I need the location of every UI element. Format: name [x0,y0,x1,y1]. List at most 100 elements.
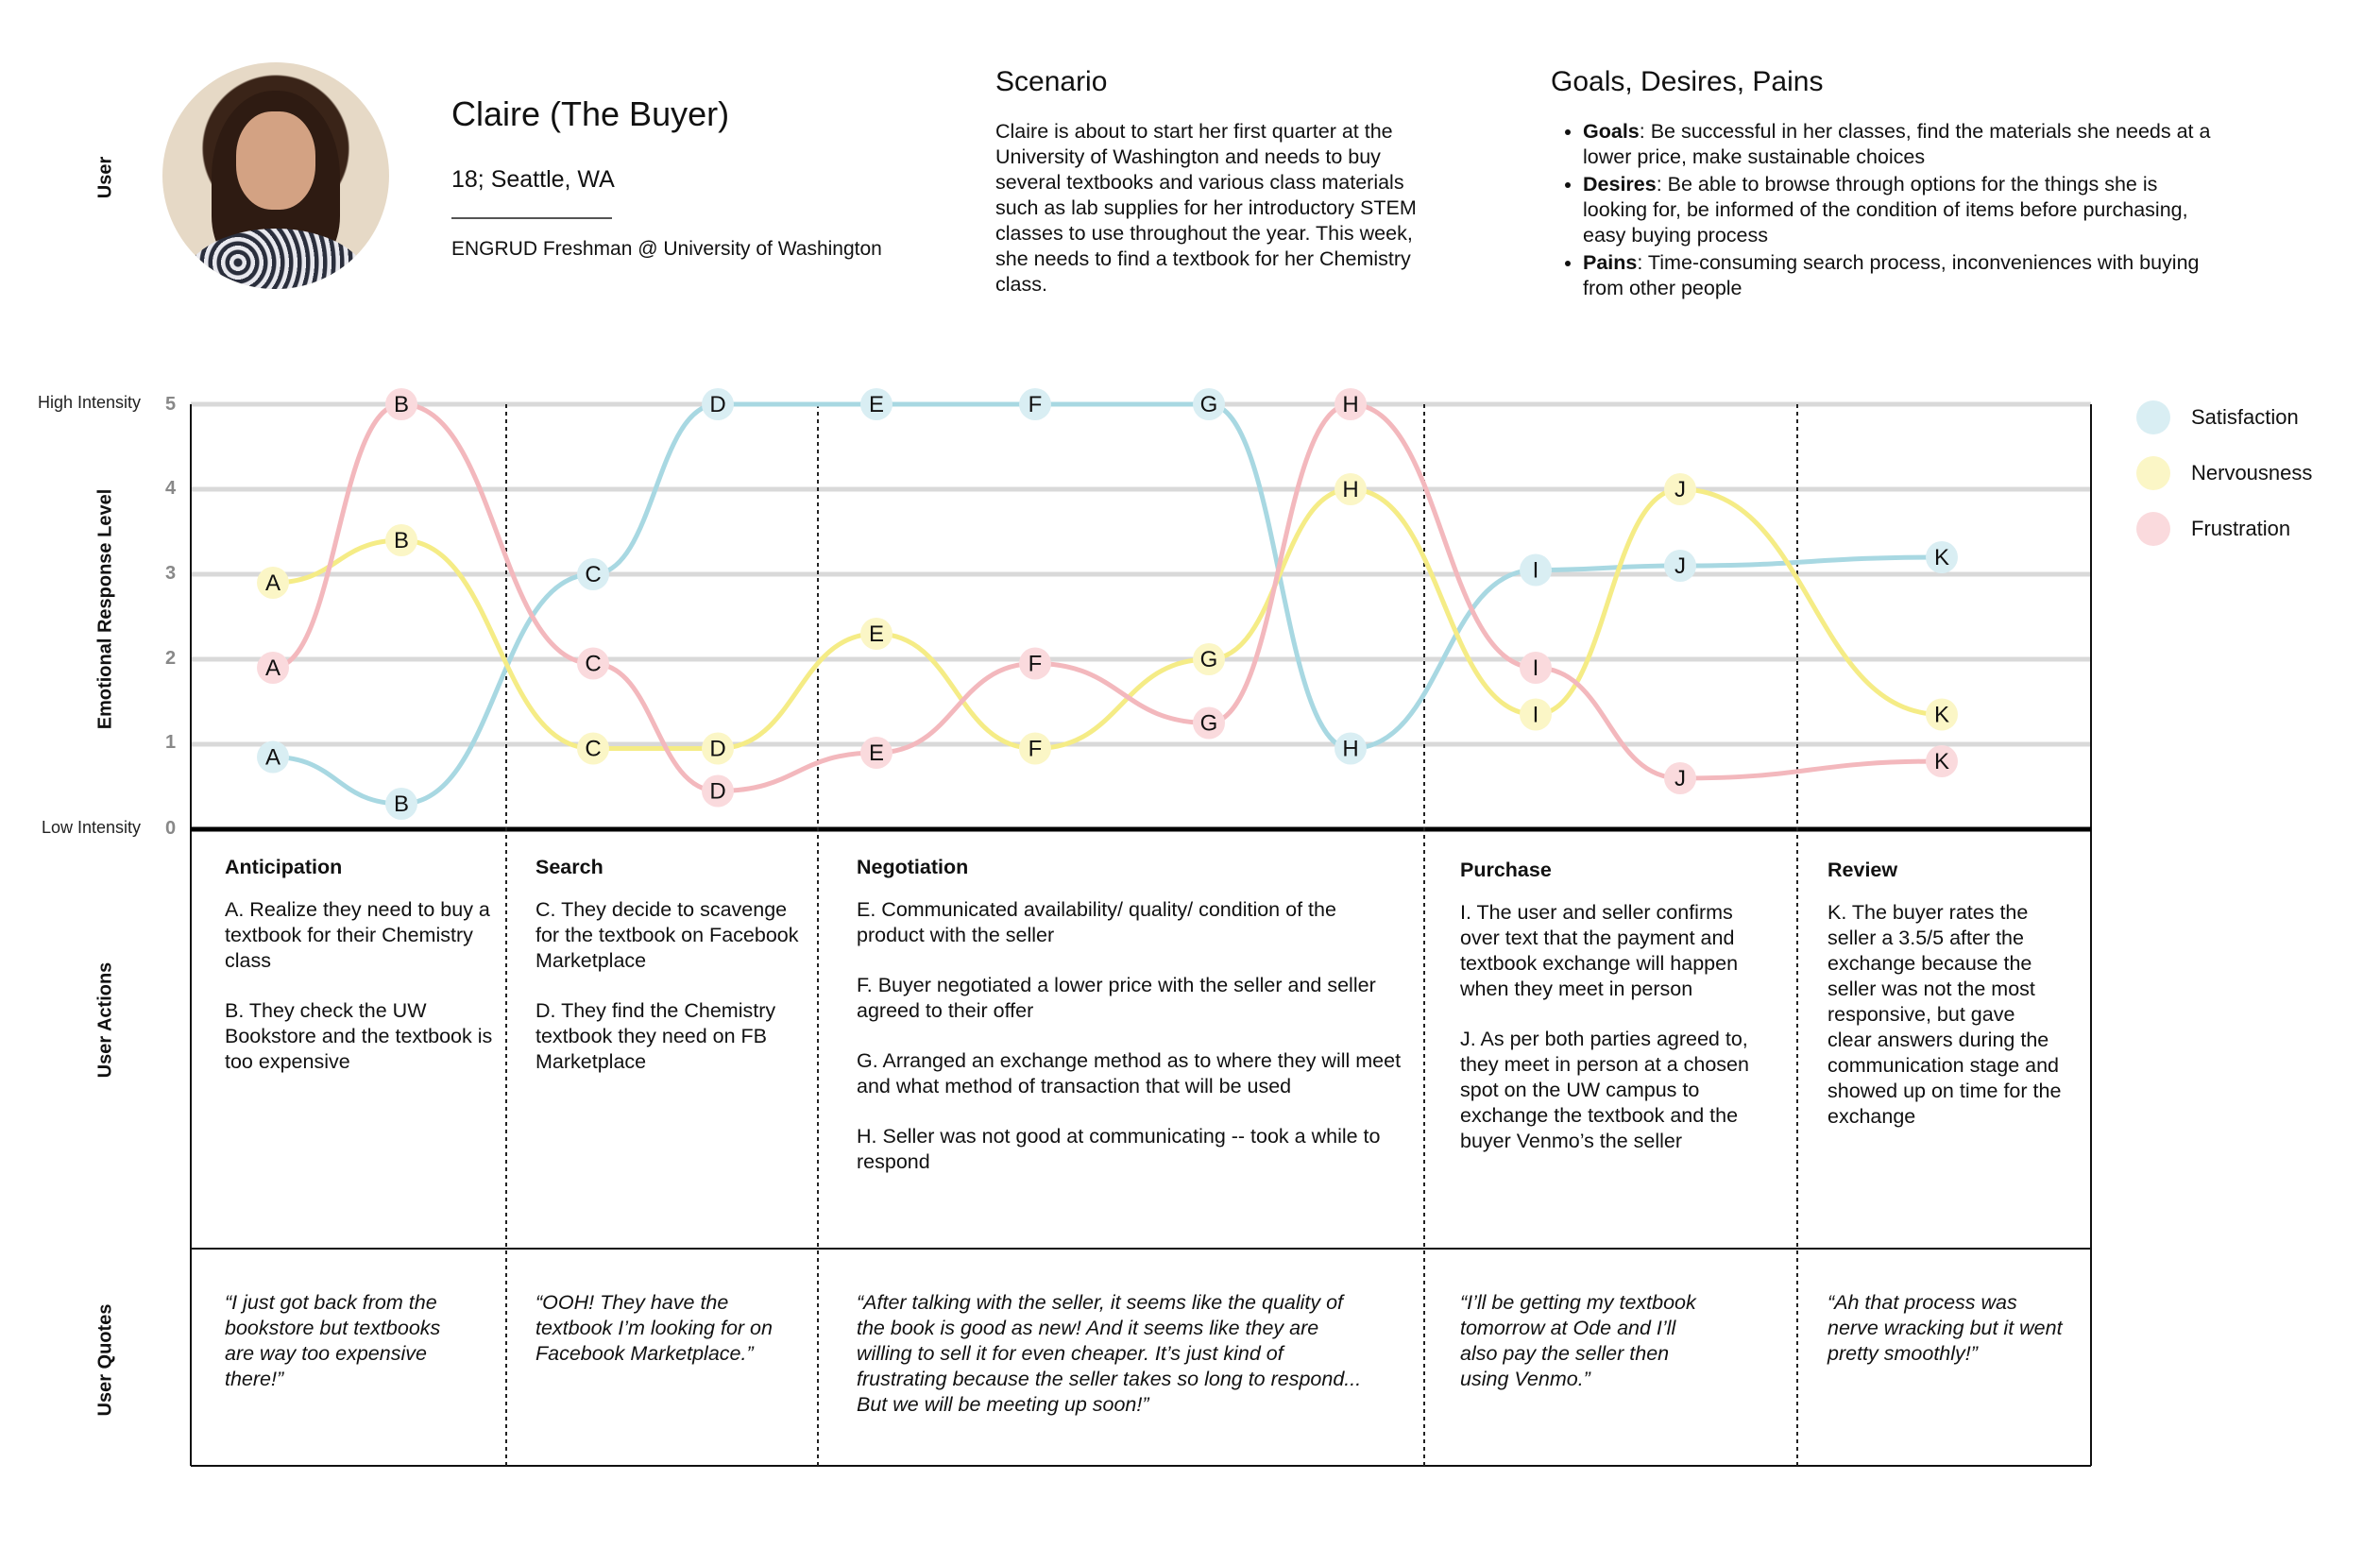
frustration-point-marker [1334,388,1367,420]
satisfaction-point-label: A [265,745,280,771]
satisfaction-point-marker [702,388,734,420]
satisfaction-point-a: A [257,740,289,774]
y-tick-3: 3 [165,563,177,584]
legend-frustration-swatch [2136,512,2170,546]
satisfaction-point-marker [577,558,609,590]
nervousness-point-g: G [1193,643,1225,675]
nervousness-point-label: C [585,737,601,762]
action-b: B. They check the UW Bookstore and the t… [225,999,493,1073]
frustration-point-label: E [869,740,884,766]
goals-list: Goals: Be successful in her classes, fin… [1551,119,2225,303]
frustration-point-label: J [1674,766,1686,791]
frustration-point-marker [1926,745,1958,777]
nervousness-point-i: I [1520,698,1552,731]
nervousness-point-c: C [577,732,609,765]
satisfaction-point-g: G [1193,388,1225,420]
frustration-point-e: E [860,737,892,769]
y-tick-2: 2 [165,648,177,669]
satisfaction-point-marker [1520,553,1552,587]
frustration-point-b: B [385,388,417,420]
frustration-point-g: G [1193,706,1225,740]
stage-actions-purchase: I. The user and seller confirms over tex… [1460,900,1753,1179]
frustration-point-j: J [1664,762,1696,794]
legend-frustration-label: Frustration [2191,517,2291,540]
stage-title-review: Review [1828,859,1898,881]
nervousness-point-k: K [1926,698,1958,731]
chart-gridlines [191,401,2091,747]
nervousness-point-label: I [1533,703,1539,728]
persona-age-location: 18; Seattle, WA [451,166,615,193]
goals-item: Goals: Be successful in her classes, fin… [1583,119,2225,170]
nervousness-point-a: A [257,567,289,599]
satisfaction-point-h: H [1334,732,1367,765]
satisfaction-point-i: I [1520,553,1552,587]
frustration-point-marker [1019,647,1051,680]
stage-title-anticipation: Anticipation [225,856,343,878]
frustration-line [270,401,1945,794]
quote-search: “OOH! They have the textbook I’m looking… [536,1291,773,1365]
nervousness-point-label: F [1028,737,1043,762]
goals-title: Goals, Desires, Pains [1551,66,1824,97]
frustration-point-label: G [1200,711,1218,737]
nervousness-point-label: A [265,570,280,596]
nervousness-point-marker [385,524,417,556]
scenario-text: Claire is about to start her first quart… [995,120,1417,296]
nervousness-point-d: D [702,732,734,765]
satisfaction-point-label: C [585,562,601,587]
action-a: A. Realize they need to buy a textbook f… [225,898,490,972]
satisfaction-line [270,401,1945,807]
nervousness-point-label: E [869,621,884,647]
stage-actions-review: K. The buyer rates the seller a 3.5/5 af… [1828,900,2064,1154]
nervousness-point-b: B [385,524,417,556]
frustration-point-label: A [265,655,280,681]
satisfaction-point-label: I [1533,558,1539,584]
action-e: E. Communicated availability/ quality/ c… [857,898,1336,946]
legend-nervousness: Nervousness [2136,456,2312,490]
satisfaction-point-k: K [1926,541,1958,573]
satisfaction-point-c: C [577,558,609,590]
frustration-point-i: I [1520,652,1552,684]
action-h: H. Seller was not good at communicating … [857,1125,1381,1173]
nervousness-point-marker [257,567,289,599]
nervousness-point-label: J [1674,477,1686,502]
nervousness-point-marker [1664,473,1696,505]
legend-frustration: Frustration [2136,512,2290,546]
legend-satisfaction: Satisfaction [2136,400,2299,434]
action-k: K. The buyer rates the seller a 3.5/5 af… [1828,901,2062,1128]
frustration-point-k: K [1926,745,1958,777]
frustration-point-c: C [577,647,609,680]
avatar [162,62,389,289]
nervousness-point-label: D [709,737,725,762]
action-g: G. Arranged an exchange method as to whe… [857,1049,1402,1097]
legend-satisfaction-swatch [2136,400,2170,434]
frustration-point-label: D [709,779,725,805]
satisfaction-point-label: D [709,392,725,417]
low-intensity-label: Low Intensity [42,818,142,837]
satisfaction-point-label: H [1342,737,1358,762]
satisfaction-point-label: J [1674,553,1686,579]
satisfaction-point-e: E [860,388,892,420]
frustration-point-label: I [1533,655,1539,681]
stage-actions-anticipation: A. Realize they need to buy a textbook f… [225,897,508,1099]
scenario-title: Scenario [995,66,1108,97]
nervousness-point-label: B [394,528,409,553]
frustration-point-f: F [1019,647,1051,680]
stage-actions-search: C. They decide to scavenge for the textb… [536,897,809,1099]
frustration-point-marker [1193,706,1225,740]
nervousness-point-label: K [1934,703,1949,728]
nervousness-point-h: H [1334,473,1367,505]
quote-review: “Ah that process was nerve wracking but … [1828,1291,2063,1365]
legend-nervousness-label: Nervousness [2191,461,2313,485]
frustration-point-label: K [1934,749,1949,774]
frustration-point-marker [385,388,417,420]
quote-negotiation: “After talking with the seller, it seems… [857,1291,1362,1416]
satisfaction-point-label: B [394,791,409,817]
satisfaction-point-label: E [869,392,884,417]
satisfaction-point-label: G [1200,392,1218,417]
satisfaction-point-marker [1193,388,1225,420]
frustration-point-a: A [257,652,289,684]
satisfaction-point-j: J [1664,550,1696,582]
frustration-point-marker [577,647,609,680]
action-c: C. They decide to scavenge for the textb… [536,898,799,972]
satisfaction-point-marker [860,388,892,420]
